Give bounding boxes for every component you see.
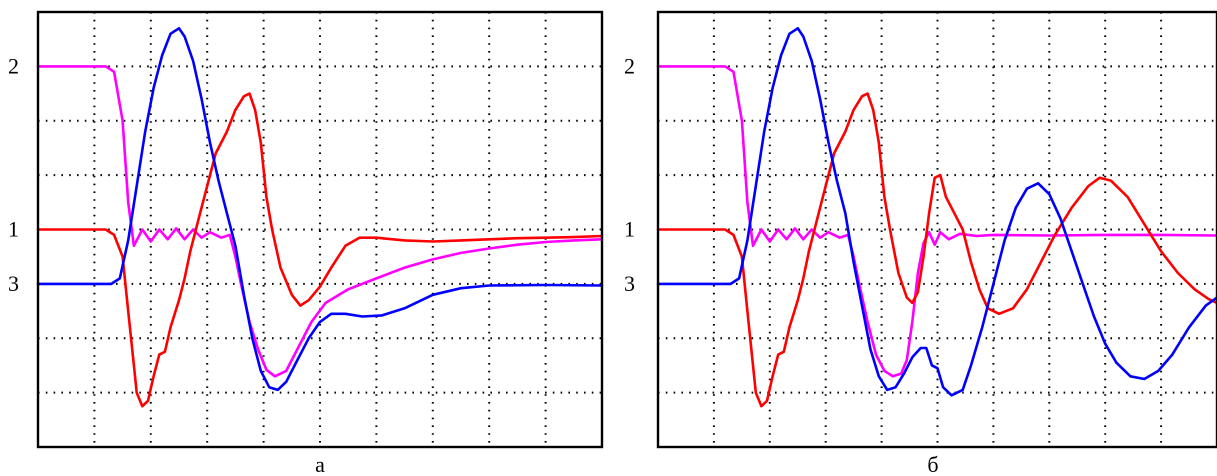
series-line-1 xyxy=(36,65,604,378)
series-line-1 xyxy=(656,65,1217,378)
panel-a: 2 1 3 а xyxy=(8,10,604,476)
y-tick-label: 1 xyxy=(624,217,635,242)
series-line-2 xyxy=(656,92,1217,408)
plot-frame xyxy=(36,10,604,449)
panel-b: 2 1 3 б xyxy=(624,10,1217,476)
series-line-3 xyxy=(36,27,604,392)
y-tick-label: 3 xyxy=(8,271,19,296)
y-tick-label: 2 xyxy=(624,53,635,78)
y-tick-label: 1 xyxy=(8,217,19,242)
series-line-2 xyxy=(36,92,604,408)
plot-frame xyxy=(656,10,1217,449)
panel-caption: б xyxy=(927,452,938,476)
y-tick-label: 3 xyxy=(624,271,635,296)
panel-caption: а xyxy=(315,452,325,476)
series-line-3 xyxy=(656,27,1217,397)
y-tick-label: 2 xyxy=(8,53,19,78)
